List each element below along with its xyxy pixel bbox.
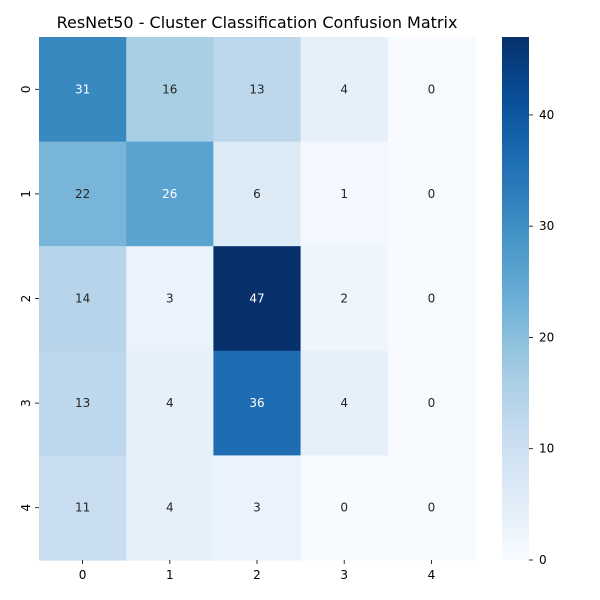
x-tick-label: 2 [253,568,261,582]
colorbar-tick-label: 30 [539,219,554,233]
heatmap-cell [387,141,476,247]
cell-value-label: 3 [253,501,261,515]
y-tick-label: 2 [19,295,33,303]
heatmap-cell [39,37,127,143]
heatmap-cell [300,455,389,561]
heatmap-cell [213,455,302,561]
heatmap-cell [213,350,302,456]
x-axis-ticks: 0 1 2 3 4 [79,560,435,582]
heatmap-cell [213,37,302,143]
chart-title: ResNet50 - Cluster Classification Confus… [57,13,458,32]
y-tick-label: 3 [19,399,33,407]
heatmap-cell [213,246,302,352]
heatmap-cell [387,350,476,456]
cell-value-label: 6 [253,187,261,201]
cell-value-label: 4 [340,396,348,410]
cell-value-label: 36 [249,396,264,410]
heatmap-cell [39,455,127,561]
cell-value-label: 4 [340,82,348,96]
colorbar-tick-label: 10 [539,442,554,456]
heatmap-cell [126,246,214,352]
cell-value-label: 11 [75,501,90,515]
cell-value-label: 26 [162,187,177,201]
heatmap-cell [300,246,389,352]
cell-value-label: 13 [249,82,264,96]
heatmap-cell [39,350,127,456]
cell-value-label: 4 [166,396,174,410]
cell-value-label: 31 [75,82,90,96]
heatmap-cells: 31 16 13 4 022 26 6 1 014 3 47 2 013 4 36 4 011 4 3 0 0 [39,37,476,561]
cell-value-label: 13 [75,396,90,410]
colorbar-tick-label: 0 [539,553,547,567]
heatmap-cell [126,37,214,143]
heatmap-cell [126,141,214,247]
cell-value-label: 22 [75,187,90,201]
heatmap-cell [300,350,389,456]
heatmap-cell [387,246,476,352]
x-tick-label: 0 [79,568,87,582]
cell-value-label: 0 [428,501,436,515]
colorbar: 0 10 20 30 40 [502,37,554,567]
heatmap-cell [39,141,127,247]
heatmap-cell [39,246,127,352]
y-tick-label: 1 [19,190,33,198]
y-axis-ticks: 0 1 2 3 4 [19,85,39,512]
cell-value-label: 16 [162,82,177,96]
colorbar-tick-label: 20 [539,330,554,344]
x-tick-label: 4 [428,568,436,582]
cell-value-label: 0 [428,187,436,201]
x-tick-label: 3 [340,568,348,582]
y-tick-label: 0 [19,85,33,93]
cell-value-label: 0 [340,501,348,515]
colorbar-gradient [502,37,529,560]
cell-value-label: 4 [166,501,174,515]
heatmap-cell [213,141,302,247]
y-tick-label: 4 [19,504,33,512]
cell-value-label: 0 [428,292,436,306]
cell-value-label: 47 [249,292,264,306]
x-tick-label: 1 [166,568,174,582]
cell-value-label: 0 [428,82,436,96]
heatmap-cell [126,455,214,561]
cell-value-label: 14 [75,292,90,306]
heatmap-cell [126,350,214,456]
heatmap-cell [387,37,476,143]
heatmap-cell [387,455,476,561]
cell-value-label: 1 [340,187,348,201]
heatmap-cell [300,141,389,247]
cell-value-label: 0 [428,396,436,410]
cell-value-label: 2 [340,292,348,306]
cell-value-label: 3 [166,292,174,306]
heatmap-cell [300,37,389,143]
colorbar-tick-label: 40 [539,108,554,122]
